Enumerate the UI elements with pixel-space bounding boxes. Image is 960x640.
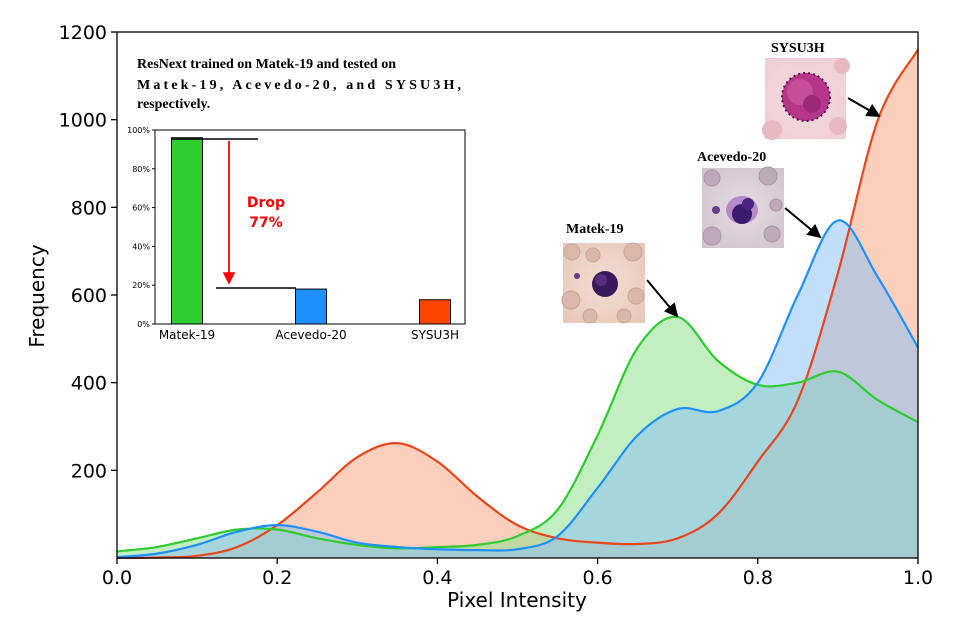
- cell-image-acevedo: [702, 166, 784, 248]
- inset-title-line2: Matek-19, Acevedo-20, and SYSU3H,: [137, 78, 461, 93]
- inset-y-tick-label: 100%: [127, 126, 150, 135]
- y-tick-label: 200: [71, 460, 107, 482]
- inset-x-label: SYSU3H: [411, 328, 459, 342]
- arrow-acevedo: [784, 207, 822, 239]
- inset-x-label: Matek-19: [159, 328, 215, 342]
- inset-bar-acevedo-20: [295, 288, 327, 325]
- x-tick-label: 0.4: [422, 567, 452, 589]
- inset-bar-matek-19: [171, 137, 203, 325]
- area-acevedo-20: [117, 220, 918, 558]
- y-axis-ticks: 200 400 600 800 1000 1200: [59, 22, 117, 482]
- x-axis-label: Pixel Intensity: [447, 588, 587, 612]
- x-tick-label: 0.2: [262, 567, 292, 589]
- inset-title-line3: respectively.: [137, 97, 210, 112]
- y-axis-label: Frequency: [25, 244, 49, 347]
- line-acevedo-20: [116, 219, 919, 559]
- inset-y-tick-label: 60%: [132, 204, 150, 213]
- drop-label: Drop: [247, 195, 285, 211]
- density-lines: [116, 48, 919, 560]
- label-matek: Matek-19: [566, 222, 624, 237]
- x-axis-ticks: 0.0 0.2 0.4 0.6 0.8 1.0: [102, 558, 933, 589]
- inset-y-tick-label: 80%: [132, 165, 150, 174]
- inset-bar-sysu3h: [419, 299, 451, 325]
- density-areas: [117, 49, 918, 559]
- cell-image-sysu3h: [762, 58, 850, 140]
- y-tick-label: 600: [71, 285, 107, 307]
- inset-x-label: Acevedo-20: [275, 328, 346, 342]
- x-tick-label: 1.0: [903, 567, 933, 589]
- inset-y-ticks: 0% 20% 40% 60% 80% 100%: [127, 126, 155, 329]
- inset-bars: [171, 137, 451, 325]
- x-tick-label: 0.6: [582, 567, 612, 589]
- label-sysu3h: SYSU3H: [771, 41, 825, 56]
- line-sysu3h: [116, 48, 919, 560]
- drop-percent: 77%: [249, 215, 283, 231]
- y-tick-label: 1000: [59, 110, 107, 132]
- x-tick-label: 0.0: [102, 567, 132, 589]
- y-tick-label: 400: [71, 373, 107, 395]
- inset-y-tick-label: 20%: [132, 281, 150, 290]
- inset-x-labels: Matek-19 Acevedo-20 SYSU3H: [159, 328, 459, 342]
- cell-image-matek: [561, 242, 645, 324]
- x-tick-label: 0.8: [743, 567, 773, 589]
- inset-title-line1: ResNext trained on Matek-19 and tested o…: [137, 57, 396, 72]
- arrow-matek: [646, 279, 679, 318]
- inset-bar-chart: ResNext trained on Matek-19 and tested o…: [127, 57, 466, 342]
- inset-y-tick-label: 0%: [137, 320, 150, 329]
- inset-y-tick-label: 40%: [132, 242, 150, 251]
- y-tick-label: 800: [71, 197, 107, 219]
- arrow-sysu3h: [847, 97, 881, 118]
- label-acevedo: Acevedo-20: [697, 150, 766, 165]
- y-tick-label: 1200: [59, 22, 107, 44]
